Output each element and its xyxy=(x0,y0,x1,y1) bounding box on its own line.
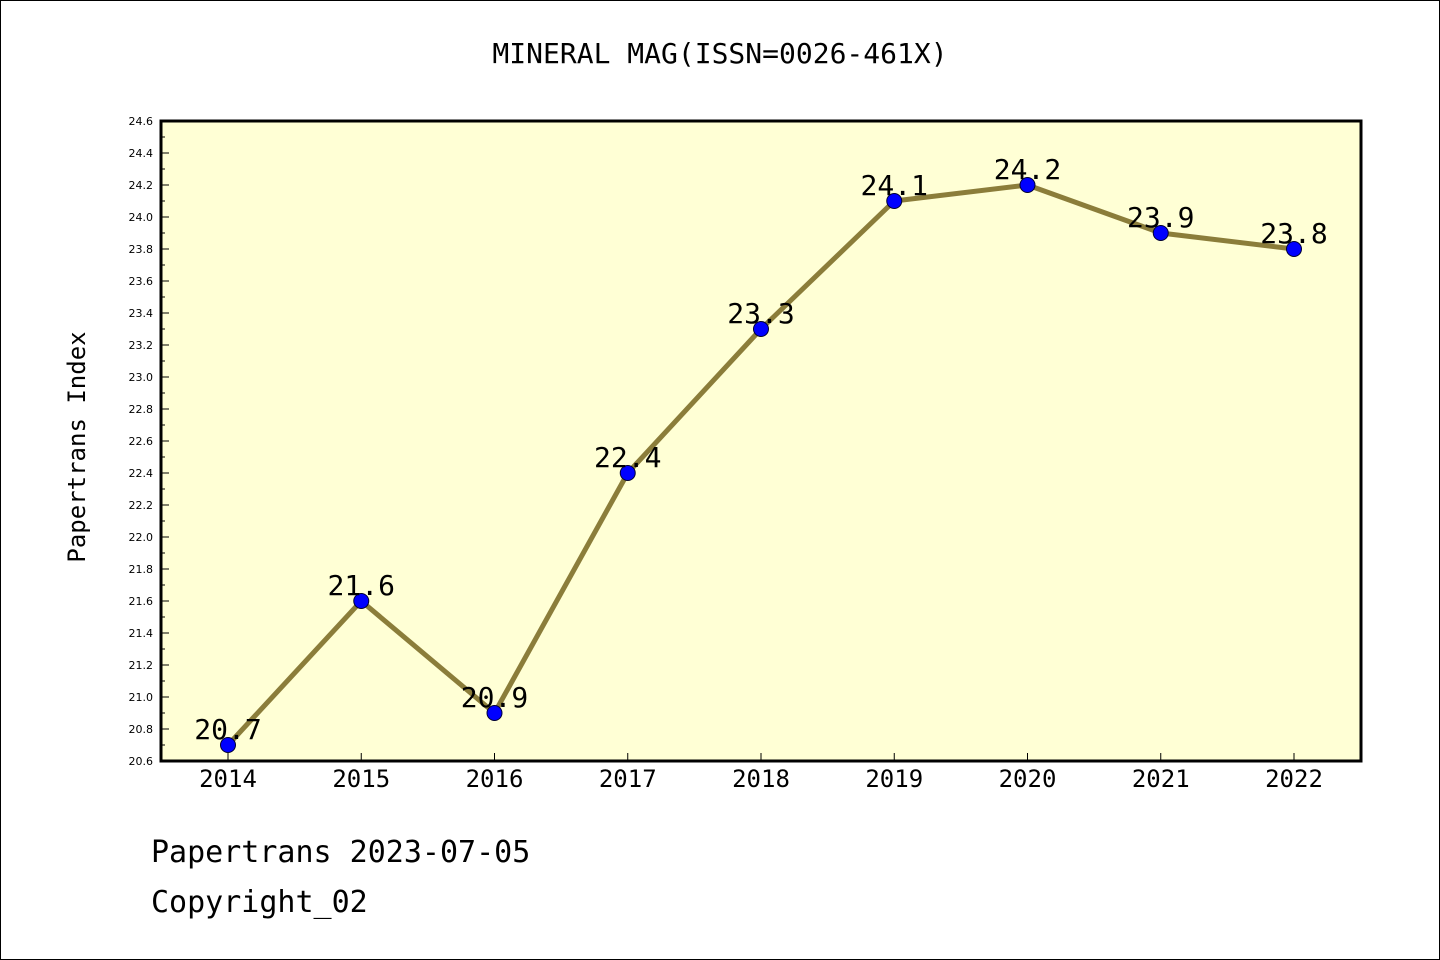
y-tick-label: 23.2 xyxy=(129,339,154,352)
data-label: 23.9 xyxy=(1127,201,1194,234)
y-axis-label: Papertrans Index xyxy=(63,331,91,562)
plot-frame xyxy=(159,119,1363,763)
y-tick-label: 22.4 xyxy=(129,467,154,480)
y-tick-label: 20.6 xyxy=(129,755,154,768)
y-tick-label: 21.4 xyxy=(129,627,154,640)
data-point xyxy=(1019,177,1036,193)
x-tick-label: 2016 xyxy=(466,765,524,793)
data-label: 23.8 xyxy=(1260,217,1327,250)
x-tick-label: 2015 xyxy=(332,765,390,793)
y-tick-label: 21.8 xyxy=(129,563,154,576)
data-point xyxy=(486,705,503,721)
x-axis-ticks: 2014 2015 2016 2017 2018 2019 2020 2021 2022 xyxy=(199,753,1323,793)
data-label: 24.2 xyxy=(994,153,1061,186)
y-tick-label: 21.2 xyxy=(129,659,154,672)
y-tick-label: 22.2 xyxy=(129,499,154,512)
y-tick-label: 21.6 xyxy=(129,595,154,608)
x-tick-label: 2019 xyxy=(865,765,923,793)
y-axis-ticks: 20.6 20.8 21.0 21.2 21.4 21.6 21.8 22.0 22.2 22.4… xyxy=(129,115,169,768)
y-tick-label: 23.0 xyxy=(129,371,154,384)
data-point xyxy=(886,193,903,209)
y-tick-label: 20.8 xyxy=(129,723,154,736)
y-tick-label: 24.0 xyxy=(129,211,154,224)
data-point xyxy=(1286,241,1302,257)
data-point xyxy=(1152,225,1169,241)
data-label: 20.9 xyxy=(461,681,528,714)
y-tick-label: 21.0 xyxy=(129,691,154,704)
x-tick-label: 2017 xyxy=(599,765,657,793)
x-tick-label: 2021 xyxy=(1132,765,1190,793)
data-point xyxy=(619,465,636,481)
footer-date: Papertrans 2023-07-05 xyxy=(151,835,531,870)
y-tick-label: 24.2 xyxy=(129,179,154,192)
data-label: 21.6 xyxy=(328,569,395,602)
y-tick-label: 24.4 xyxy=(129,147,154,160)
x-tick-label: 2018 xyxy=(732,765,790,793)
y-tick-label: 22.8 xyxy=(129,403,154,416)
chart-title: MINERAL MAG(ISSN=0026-461X) xyxy=(492,37,948,70)
footer-copyright: Copyright_02 xyxy=(151,885,368,920)
data-label: 20.7 xyxy=(194,713,261,746)
y-tick-label: 23.4 xyxy=(129,307,154,320)
y-tick-label: 22.6 xyxy=(129,435,154,448)
data-label: 23.3 xyxy=(727,297,794,330)
y-tick-label: 23.6 xyxy=(129,275,154,288)
data-label: 24.1 xyxy=(861,169,928,202)
data-point xyxy=(753,321,769,337)
data-point xyxy=(220,737,236,753)
y-tick-label: 23.8 xyxy=(129,243,154,256)
series-group: 20.7 21.6 20.9 22.4 23.3 24.1 24.2 23.9 23.8 xyxy=(194,153,1328,753)
x-tick-label: 2014 xyxy=(199,765,257,793)
data-point xyxy=(353,593,370,609)
x-tick-label: 2020 xyxy=(999,765,1057,793)
y-tick-label: 24.6 xyxy=(129,115,154,128)
y-tick-label: 22.0 xyxy=(129,531,154,544)
data-label: 22.4 xyxy=(594,441,661,474)
x-tick-label: 2022 xyxy=(1265,765,1323,793)
